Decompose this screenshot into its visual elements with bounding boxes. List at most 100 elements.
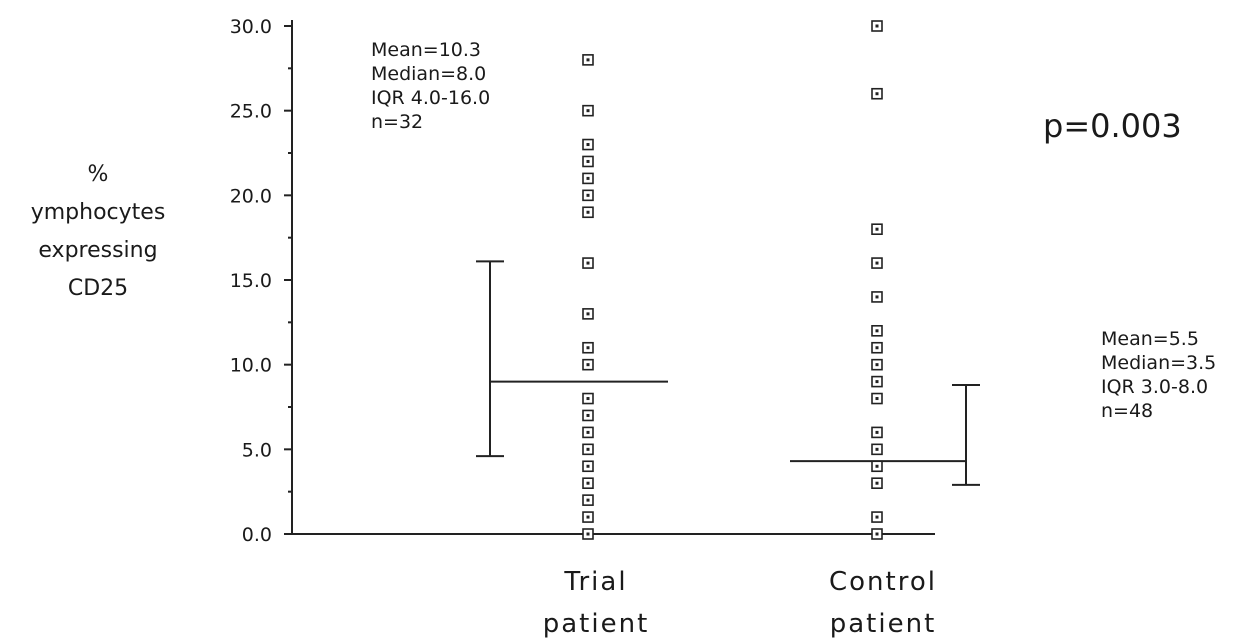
- data-point-dot: [586, 210, 590, 214]
- data-point: [582, 460, 594, 473]
- y-tick-label: 30.0: [230, 16, 272, 38]
- y-axis-label-line: expressing: [38, 238, 157, 263]
- data-point-dot: [875, 464, 879, 468]
- data-point: [871, 426, 883, 439]
- data-point-dot: [875, 380, 879, 384]
- control-stats-line: Median=3.5: [1101, 352, 1216, 374]
- data-point: [582, 511, 594, 523]
- data-point-dot: [875, 532, 879, 536]
- y-axis-label: % ymphocytes expressing CD25: [31, 162, 166, 301]
- data-point-dot: [875, 363, 879, 367]
- data-point: [582, 104, 594, 117]
- data-point: [871, 341, 883, 354]
- data-points: [582, 20, 883, 540]
- data-point: [582, 308, 594, 320]
- data-point: [582, 443, 594, 456]
- trial-stats-line: Mean=10.3: [371, 39, 481, 61]
- data-point-dot: [875, 24, 879, 28]
- data-point: [871, 443, 883, 456]
- y-axis-label-line: CD25: [68, 276, 128, 301]
- data-point: [871, 223, 883, 235]
- data-point: [582, 426, 594, 439]
- y-tick-label: 15.0: [230, 270, 272, 292]
- control-stats-line: IQR 3.0-8.0: [1101, 376, 1208, 398]
- category-label-trial: Trial patient: [543, 567, 650, 639]
- data-point: [582, 189, 594, 202]
- data-point: [871, 87, 883, 100]
- data-point: [582, 54, 594, 66]
- data-point: [582, 138, 594, 151]
- p-value-annotation: p=0.003: [1043, 107, 1182, 145]
- data-point: [582, 155, 594, 168]
- data-point-dot: [875, 447, 879, 451]
- data-point-dot: [586, 109, 590, 113]
- data-point-dot: [586, 498, 590, 502]
- data-point: [871, 511, 883, 523]
- data-point-dot: [586, 363, 590, 367]
- data-point-dot: [586, 515, 590, 519]
- data-point: [582, 358, 594, 371]
- y-axis-label-line: ymphocytes: [31, 200, 166, 225]
- data-point: [582, 477, 594, 490]
- y-tick-label: 0.0: [242, 524, 272, 546]
- data-point: [582, 172, 594, 185]
- data-point: [871, 291, 883, 303]
- control-stats-line: Mean=5.5: [1101, 328, 1199, 350]
- y-tick-labels: 0.0 5.0 10.0 15.0 20.0 25.0 30.0: [230, 16, 272, 546]
- data-point-dot: [875, 92, 879, 96]
- data-point-dot: [586, 532, 590, 536]
- data-point-dot: [586, 430, 590, 434]
- data-point-dot: [875, 430, 879, 434]
- y-tick-label: 20.0: [230, 185, 272, 207]
- y-axis-label-line: %: [88, 162, 109, 187]
- median-iqr-bars: [476, 260, 980, 486]
- data-point: [871, 358, 883, 371]
- data-point-dot: [586, 413, 590, 417]
- data-point: [871, 20, 883, 32]
- data-point-dot: [875, 261, 879, 265]
- trial-stats-line: n=32: [371, 111, 423, 133]
- y-tick-label: 25.0: [230, 101, 272, 123]
- data-point: [871, 324, 883, 337]
- data-point: [582, 528, 594, 540]
- category-label-line: Trial: [563, 567, 627, 597]
- data-point-dot: [875, 515, 879, 519]
- category-label-line: patient: [543, 609, 650, 639]
- data-point: [582, 392, 594, 405]
- data-point: [582, 494, 594, 506]
- data-point-dot: [586, 176, 590, 180]
- data-point-dot: [875, 227, 879, 231]
- control-stats-line: n=48: [1101, 400, 1153, 422]
- data-point: [871, 460, 883, 473]
- data-point-dot: [875, 481, 879, 485]
- trial-stats-line: IQR 4.0-16.0: [371, 87, 490, 109]
- data-point-dot: [586, 312, 590, 316]
- data-point-dot: [586, 58, 590, 62]
- data-point-dot: [586, 397, 590, 401]
- data-point-dot: [586, 447, 590, 451]
- data-point-dot: [586, 481, 590, 485]
- data-point: [582, 257, 594, 269]
- category-label-line: Control: [829, 567, 937, 597]
- y-tick-label: 5.0: [242, 439, 272, 461]
- category-label-control: Control patient: [829, 567, 937, 639]
- data-point-dot: [586, 193, 590, 197]
- data-point: [871, 528, 883, 540]
- data-point-dot: [586, 143, 590, 147]
- data-point: [582, 206, 594, 219]
- data-point: [582, 341, 594, 354]
- control-stats-text: Mean=5.5 Median=3.5 IQR 3.0-8.0 n=48: [1101, 328, 1216, 422]
- data-point-dot: [875, 295, 879, 299]
- data-point: [871, 392, 883, 405]
- data-point-dot: [875, 329, 879, 333]
- trial-stats-line: Median=8.0: [371, 63, 486, 85]
- category-label-line: patient: [830, 609, 937, 639]
- y-axis: [284, 20, 935, 535]
- data-point-dot: [586, 464, 590, 468]
- trial-stats-text: Mean=10.3 Median=8.0 IQR 4.0-16.0 n=32: [371, 39, 490, 133]
- data-point-dot: [586, 261, 590, 265]
- data-point-dot: [586, 159, 590, 163]
- data-point: [871, 375, 883, 388]
- data-point-dot: [586, 346, 590, 350]
